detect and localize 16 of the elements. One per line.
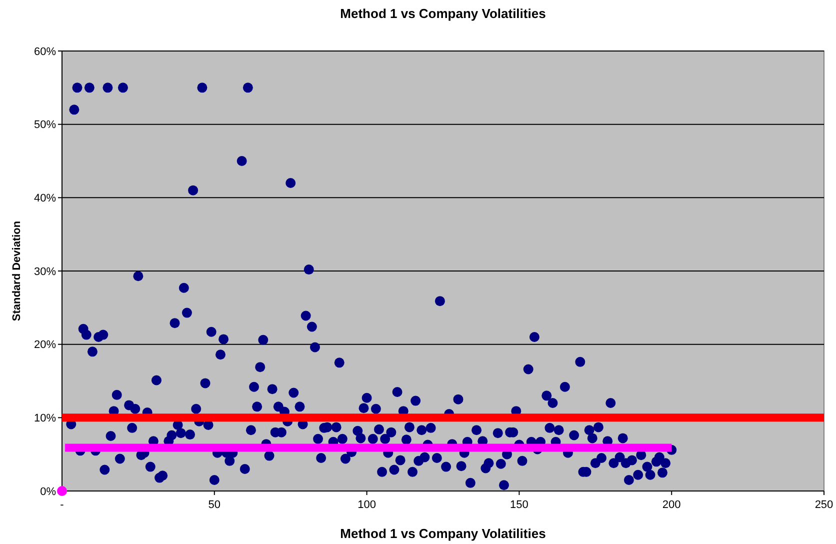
x-tick-label: 100 — [358, 499, 376, 511]
y-axis-title: Standard Deviation — [11, 220, 23, 322]
x-tick-label: - — [60, 499, 64, 511]
x-tick-label: 150 — [510, 499, 528, 511]
x-tick-label: 200 — [662, 499, 681, 511]
y-tick-label: 50% — [34, 119, 56, 132]
x-tick-label: 250 — [814, 499, 834, 511]
y-tick-label: 40% — [34, 192, 56, 205]
y-tick-label: 10% — [34, 412, 56, 425]
chart-title: Method 1 vs Company Volatilities — [340, 6, 546, 21]
y-tick-label: 60% — [34, 46, 56, 58]
y-tick-label: 30% — [34, 266, 56, 278]
x-axis-title: Method 1 vs Company Volatilities — [340, 526, 546, 541]
x-tick-label: 50 — [208, 499, 221, 511]
y-tick-label: 0% — [40, 486, 56, 498]
y-tick-label: 20% — [34, 339, 56, 352]
